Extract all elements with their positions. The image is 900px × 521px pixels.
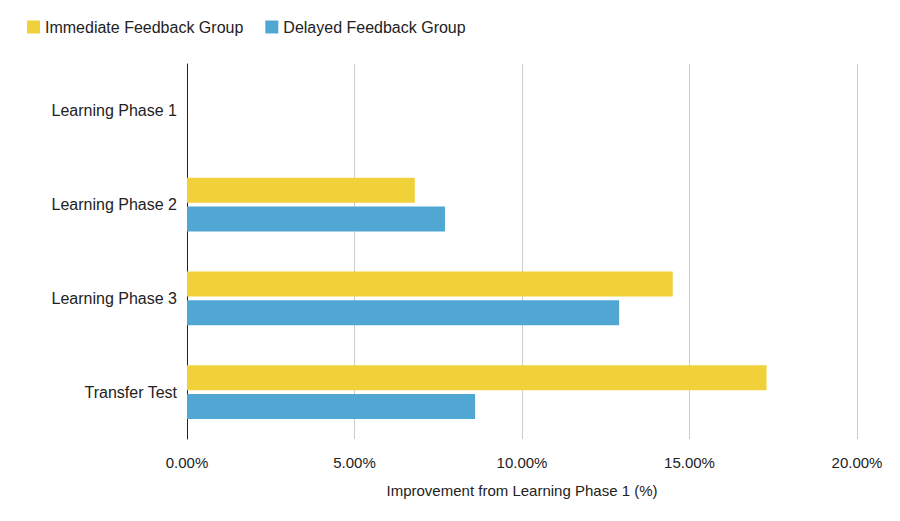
svg-text:Improvement from Learning Phas: Improvement from Learning Phase 1 (%) xyxy=(387,482,658,499)
svg-text:5.00%: 5.00% xyxy=(333,454,376,471)
svg-text:Transfer Test: Transfer Test xyxy=(85,384,178,401)
svg-text:10.00%: 10.00% xyxy=(497,454,548,471)
svg-text:20.00%: 20.00% xyxy=(832,454,883,471)
svg-text:Delayed Feedback Group: Delayed Feedback Group xyxy=(283,19,465,36)
svg-text:Learning Phase 2: Learning Phase 2 xyxy=(52,196,178,213)
svg-text:Learning Phase 3: Learning Phase 3 xyxy=(52,290,178,307)
svg-text:Learning Phase 1: Learning Phase 1 xyxy=(52,102,178,119)
svg-text:15.00%: 15.00% xyxy=(664,454,715,471)
svg-text:0.00%: 0.00% xyxy=(166,454,209,471)
svg-text:Immediate Feedback Group: Immediate Feedback Group xyxy=(45,19,243,36)
